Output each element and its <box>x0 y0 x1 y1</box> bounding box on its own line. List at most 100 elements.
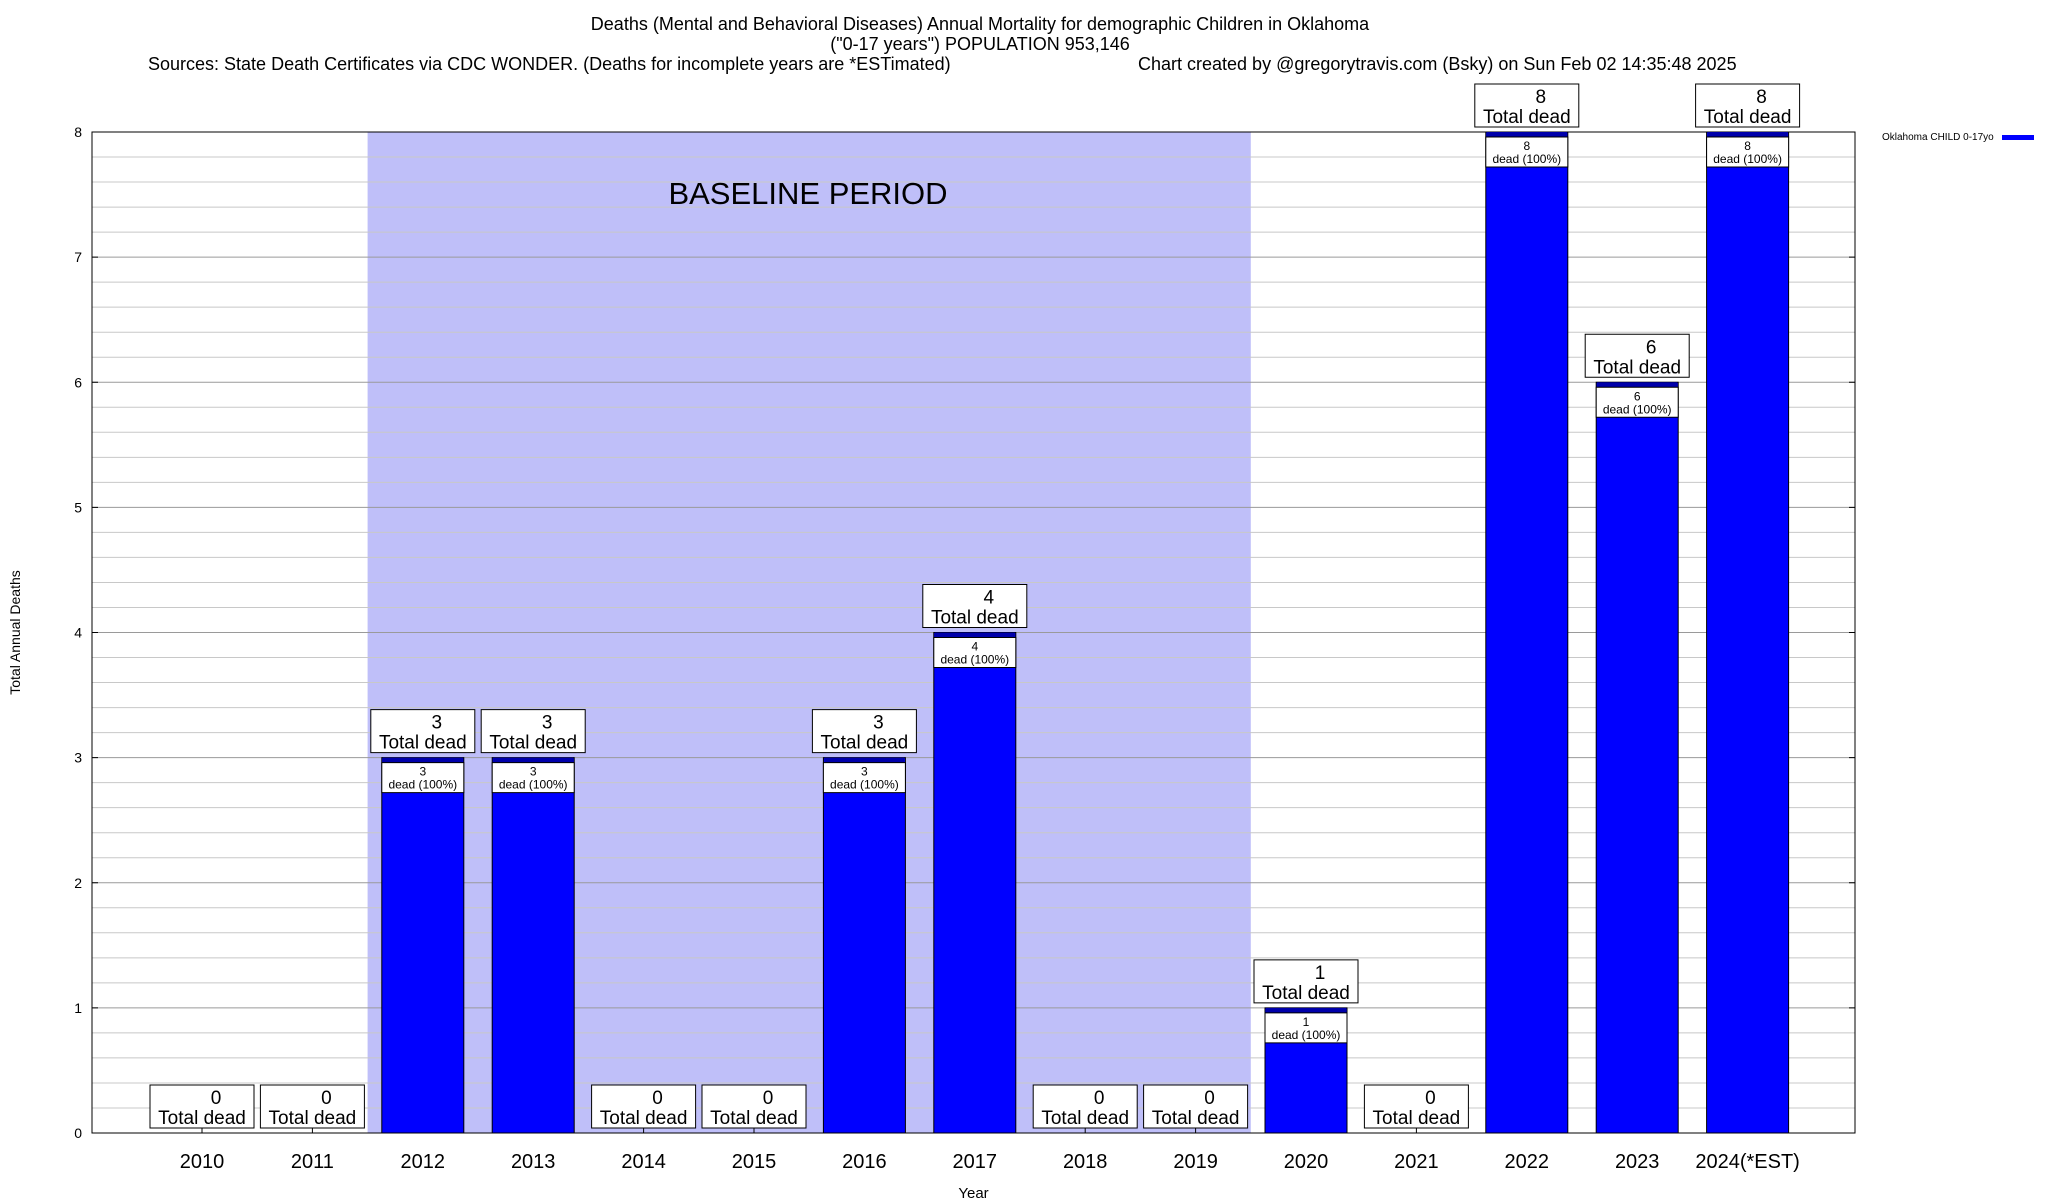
total-label-box <box>701 1084 807 1129</box>
x-tick-label: 2016 <box>842 1151 887 1173</box>
total-label-box <box>811 709 917 754</box>
total-label-text: Total dead <box>379 733 467 754</box>
total-label-count: 0 <box>211 1088 222 1109</box>
bar-cap <box>382 757 463 763</box>
y-tick-label: 2 <box>74 875 82 891</box>
inner-label-text: dead (100%) <box>1492 152 1561 166</box>
total-label-count: 4 <box>984 588 995 609</box>
total-label-text: Total dead <box>1483 107 1571 128</box>
total-label-text: Total dead <box>1373 1108 1461 1129</box>
inner-label-count: 3 <box>419 765 426 779</box>
total-label-box <box>1363 1084 1469 1129</box>
total-label-box <box>922 584 1028 628</box>
bar <box>491 757 575 1134</box>
y-tick-label: 6 <box>74 374 82 390</box>
chart-subtitle: ("0-17 years") POPULATION 953,146 <box>830 34 1130 54</box>
inner-label-count: 4 <box>971 640 978 654</box>
x-tick-label: 2013 <box>511 1151 556 1173</box>
x-tick-label: 2020 <box>1284 1151 1329 1173</box>
inner-label-box <box>1706 136 1790 168</box>
total-label-text: Total dead <box>1041 1108 1129 1129</box>
total-label-count: 1 <box>1315 963 1326 984</box>
inner-label-text: dead (100%) <box>499 778 568 792</box>
x-tick-label: 2015 <box>732 1151 777 1173</box>
inner-label-box <box>933 637 1017 668</box>
total-label-text: Total dead <box>269 1108 357 1129</box>
bar <box>822 757 906 1134</box>
baseline-label: BASELINE PERIOD <box>668 176 947 211</box>
bar-cap <box>934 632 1015 638</box>
total-label-count: 0 <box>1204 1088 1215 1109</box>
y-tick-label: 7 <box>74 249 82 265</box>
total-label-text: Total dead <box>821 733 909 754</box>
legend-label: Oklahoma CHILD 0-17yo <box>1882 132 1994 143</box>
x-tick-label: 2022 <box>1505 1151 1550 1173</box>
inner-label-box <box>1595 386 1679 418</box>
total-label-text: Total dead <box>931 608 1019 629</box>
chart-sources: Sources: State Death Certificates via CD… <box>148 54 951 74</box>
chart-credit: Chart created by @gregorytravis.com (Bsk… <box>1138 54 1737 74</box>
bar-cap <box>1597 382 1678 388</box>
y-tick-label: 1 <box>74 1000 82 1016</box>
total-label-count: 0 <box>763 1088 774 1109</box>
total-label-count: 3 <box>432 713 443 734</box>
bar-cap <box>1486 132 1567 137</box>
total-label-box <box>1584 333 1690 378</box>
y-tick-label: 3 <box>74 750 82 766</box>
bar-cap <box>1707 132 1788 137</box>
bar <box>1485 131 1569 1134</box>
bar <box>1595 381 1679 1134</box>
inner-label-box <box>1485 136 1569 168</box>
total-label-box <box>480 709 586 754</box>
total-label-text: Total dead <box>1704 107 1792 128</box>
inner-label-box <box>822 762 906 794</box>
total-label-text: Total dead <box>710 1108 798 1129</box>
total-label-box <box>1032 1084 1138 1129</box>
total-label-box <box>1143 1084 1249 1129</box>
total-label-count: 3 <box>873 713 884 734</box>
x-tick-label: 2018 <box>1063 1151 1108 1173</box>
total-label-count: 0 <box>321 1088 332 1109</box>
legend-swatch <box>2001 135 2034 140</box>
total-label-text: Total dead <box>1152 1108 1240 1129</box>
x-tick-label: 2024(*EST) <box>1695 1151 1800 1173</box>
inner-label-text: dead (100%) <box>830 778 899 792</box>
x-tick-label: 2010 <box>180 1151 225 1173</box>
inner-label-count: 3 <box>861 765 868 779</box>
x-tick-label: 2014 <box>621 1151 666 1173</box>
total-label-count: 8 <box>1536 87 1547 108</box>
inner-label-text: dead (100%) <box>940 653 1009 667</box>
y-tick-label: 4 <box>74 625 82 641</box>
bar-cap <box>824 757 905 763</box>
x-tick-label: 2012 <box>401 1151 446 1173</box>
bar <box>933 632 1017 1134</box>
inner-label-count: 1 <box>1303 1015 1310 1029</box>
inner-label-count: 3 <box>530 765 537 779</box>
total-label-text: Total dead <box>1262 983 1350 1004</box>
total-label-box <box>591 1084 697 1129</box>
x-tick-label: 2011 <box>291 1151 334 1173</box>
total-label-box <box>370 709 476 754</box>
inner-label-text: dead (100%) <box>1603 402 1672 416</box>
inner-label-text: dead (100%) <box>1272 1028 1341 1042</box>
inner-label-count: 6 <box>1634 389 1641 403</box>
total-label-box <box>149 1084 255 1129</box>
inner-label-box <box>1264 1012 1348 1044</box>
y-tick-label: 8 <box>74 124 82 140</box>
total-label-text: Total dead <box>158 1108 246 1129</box>
bar-cap <box>1266 1007 1346 1013</box>
inner-label-box <box>491 762 575 794</box>
x-tick-label: 2021 <box>1394 1151 1439 1173</box>
total-label-count: 0 <box>1425 1088 1436 1109</box>
legend: Oklahoma CHILD 0-17yo <box>1882 132 2034 143</box>
inner-label-text: dead (100%) <box>388 778 457 792</box>
total-label-box <box>1695 83 1801 128</box>
total-label-count: 6 <box>1646 337 1657 358</box>
y-tick-label: 0 <box>74 1125 82 1141</box>
x-tick-label: 2017 <box>953 1151 998 1173</box>
y-tick-label: 5 <box>74 499 82 515</box>
bar <box>1706 131 1790 1134</box>
x-axis-label: Year <box>958 1185 988 1200</box>
inner-label-text: dead (100%) <box>1713 152 1782 166</box>
